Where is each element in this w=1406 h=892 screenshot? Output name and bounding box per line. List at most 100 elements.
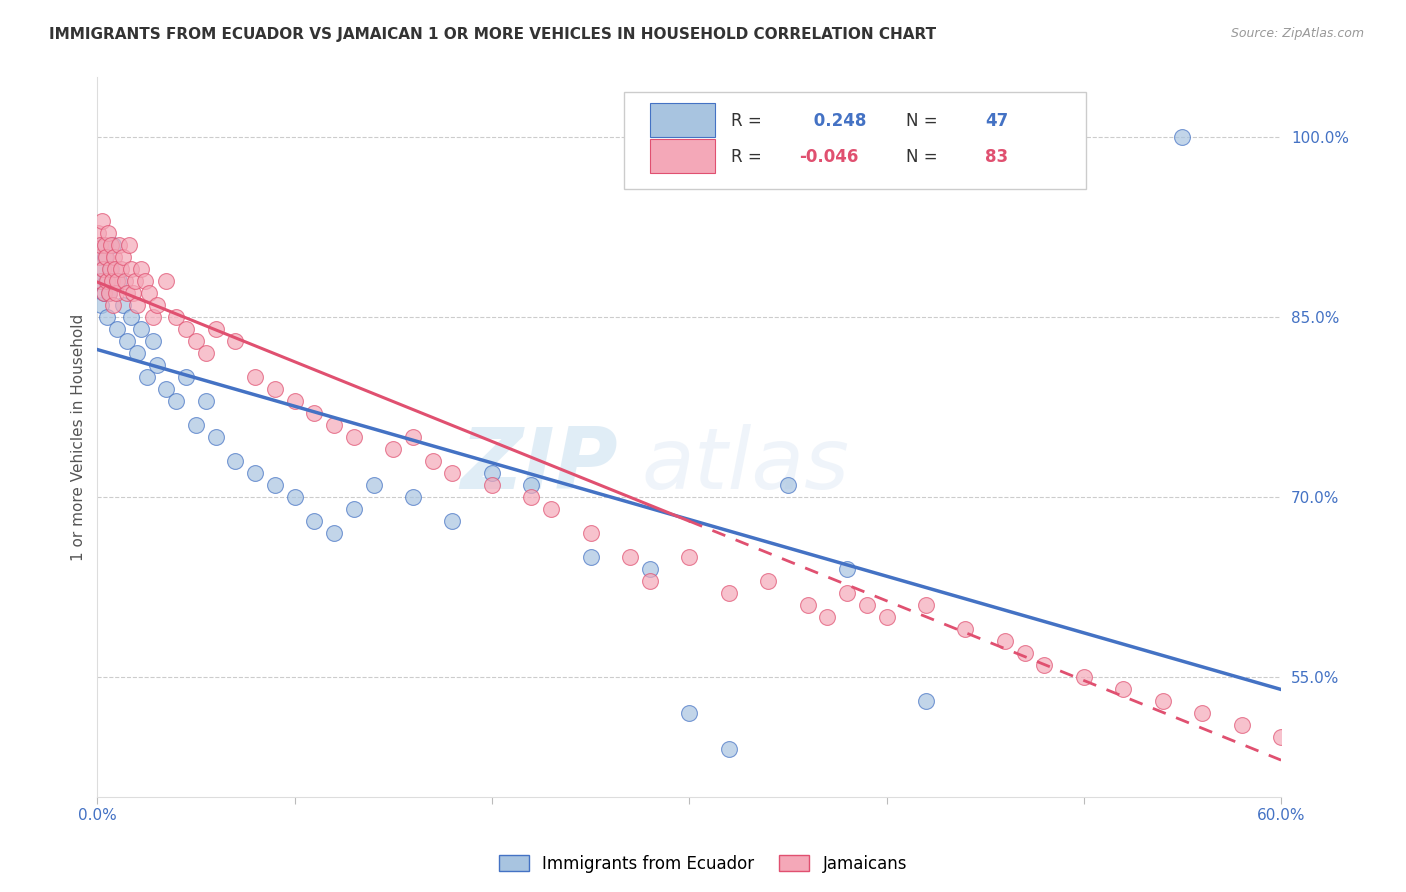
Point	[1152, 694, 1174, 708]
Point	[1014, 646, 1036, 660]
Point	[1171, 130, 1194, 145]
Point	[343, 502, 366, 516]
Point	[579, 525, 602, 540]
Point	[619, 549, 641, 564]
Point	[284, 394, 307, 409]
Point	[145, 358, 167, 372]
Point	[155, 382, 177, 396]
Point	[155, 274, 177, 288]
Point	[103, 250, 125, 264]
Point	[96, 310, 118, 325]
Text: -0.046: -0.046	[800, 148, 859, 166]
Point	[776, 478, 799, 492]
Point	[441, 514, 464, 528]
Point	[915, 694, 938, 708]
Point	[96, 274, 118, 288]
Point	[835, 586, 858, 600]
Point	[114, 274, 136, 288]
Point	[382, 442, 405, 456]
Text: 0.248: 0.248	[807, 112, 866, 130]
Point	[100, 238, 122, 252]
Point	[224, 454, 246, 468]
Point	[94, 238, 117, 252]
Point	[422, 454, 444, 468]
Point	[520, 478, 543, 492]
Point	[194, 394, 217, 409]
Bar	[650, 138, 716, 173]
Point	[90, 298, 112, 312]
Text: 47: 47	[986, 112, 1008, 130]
Point	[129, 322, 152, 336]
Point	[284, 490, 307, 504]
Text: R =: R =	[731, 148, 766, 166]
Point	[1348, 754, 1371, 768]
Point	[120, 262, 142, 277]
Point	[224, 334, 246, 348]
Point	[89, 250, 111, 264]
Point	[184, 418, 207, 433]
Point	[98, 262, 121, 277]
Point	[98, 286, 121, 301]
Point	[111, 298, 134, 312]
Text: IMMIGRANTS FROM ECUADOR VS JAMAICAN 1 OR MORE VEHICLES IN HOUSEHOLD CORRELATION : IMMIGRANTS FROM ECUADOR VS JAMAICAN 1 OR…	[49, 27, 936, 42]
Point	[142, 310, 165, 325]
Y-axis label: 1 or more Vehicles in Household: 1 or more Vehicles in Household	[72, 313, 86, 561]
Point	[1191, 706, 1213, 720]
Point	[204, 322, 226, 336]
Point	[876, 610, 898, 624]
Point	[108, 238, 131, 252]
Point	[264, 382, 287, 396]
Point	[101, 298, 124, 312]
Point	[520, 490, 543, 504]
Point	[363, 478, 385, 492]
Point	[915, 598, 938, 612]
Point	[402, 430, 425, 444]
Point	[678, 706, 700, 720]
Point	[184, 334, 207, 348]
Point	[138, 286, 160, 301]
Point	[101, 238, 124, 252]
Point	[108, 274, 131, 288]
Point	[174, 322, 197, 336]
Point	[145, 298, 167, 312]
Point	[90, 274, 112, 288]
Point	[165, 310, 187, 325]
Point	[540, 502, 562, 516]
Point	[96, 250, 118, 264]
Point	[323, 525, 346, 540]
Point	[104, 262, 127, 277]
Point	[135, 370, 157, 384]
Point	[96, 274, 118, 288]
Point	[1073, 670, 1095, 684]
Point	[105, 274, 128, 288]
Text: atlas: atlas	[643, 425, 849, 508]
Point	[174, 370, 197, 384]
Point	[105, 322, 128, 336]
Point	[579, 549, 602, 564]
Point	[264, 478, 287, 492]
Point	[1230, 718, 1253, 732]
Text: N =: N =	[905, 112, 943, 130]
Point	[343, 430, 366, 444]
Point	[1112, 681, 1135, 696]
Point	[402, 490, 425, 504]
Point	[717, 741, 740, 756]
Point	[1033, 657, 1056, 672]
Point	[243, 370, 266, 384]
Point	[756, 574, 779, 588]
Point	[717, 586, 740, 600]
Point	[129, 262, 152, 277]
Point	[87, 227, 110, 241]
Point	[796, 598, 818, 612]
Point	[118, 238, 141, 252]
Point	[481, 466, 503, 480]
Point	[120, 310, 142, 325]
Text: Source: ZipAtlas.com: Source: ZipAtlas.com	[1230, 27, 1364, 40]
Point	[304, 406, 326, 420]
Point	[91, 262, 114, 277]
Point	[1388, 765, 1406, 780]
Point	[100, 262, 122, 277]
Point	[481, 478, 503, 492]
Point	[243, 466, 266, 480]
Point	[441, 466, 464, 480]
